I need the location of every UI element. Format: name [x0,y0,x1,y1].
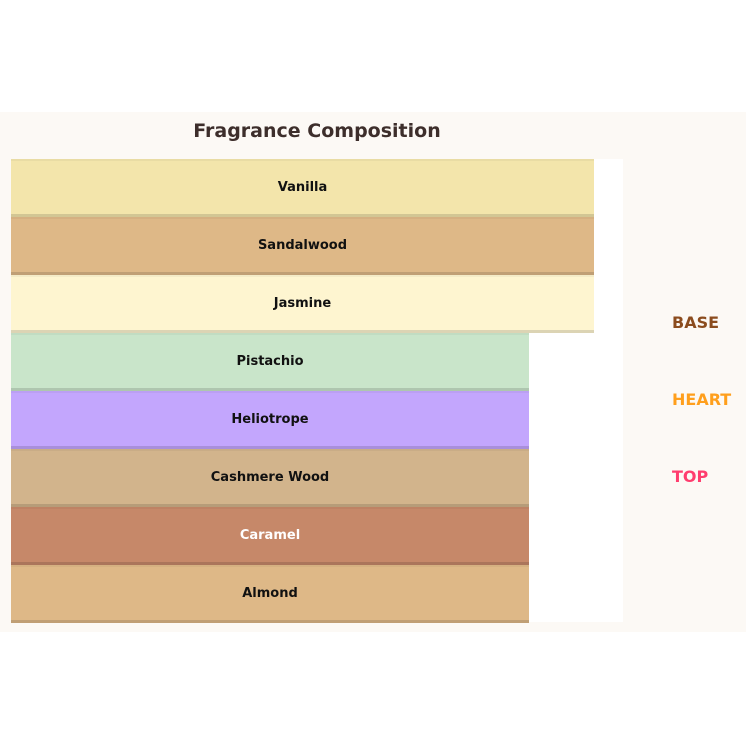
layer-label: Heliotrope [231,412,309,427]
layer-label: Sandalwood [257,238,348,253]
layer-label: Almond [242,586,298,601]
chart-title: Fragrance Composition [193,120,441,142]
plot-area: Vanilla Sandalwood Jasmine Pistachio Heliotr… [11,159,623,623]
layer-label: Cashmere Wood [210,470,330,485]
layer-label: Vanilla [277,180,328,195]
layer-heliotrope: Heliotrope [11,391,529,449]
layer-caramel: Caramel [11,507,529,565]
layer-label: Jasmine [273,296,332,311]
layer-pistachio: Pistachio [11,333,529,391]
legend-base: BASE [672,313,720,332]
layer-almond: Almond [11,565,529,623]
layer-sandalwood: Sandalwood [11,217,594,275]
layer-vanilla: Vanilla [11,159,594,217]
layer-label: Caramel [239,528,301,543]
legend-top: TOP [672,467,709,486]
legend-heart: HEART [672,390,732,409]
layer-cashmere-wood: Cashmere Wood [11,449,529,507]
layer-label: Pistachio [236,354,304,369]
layer-jasmine: Jasmine [11,275,594,333]
